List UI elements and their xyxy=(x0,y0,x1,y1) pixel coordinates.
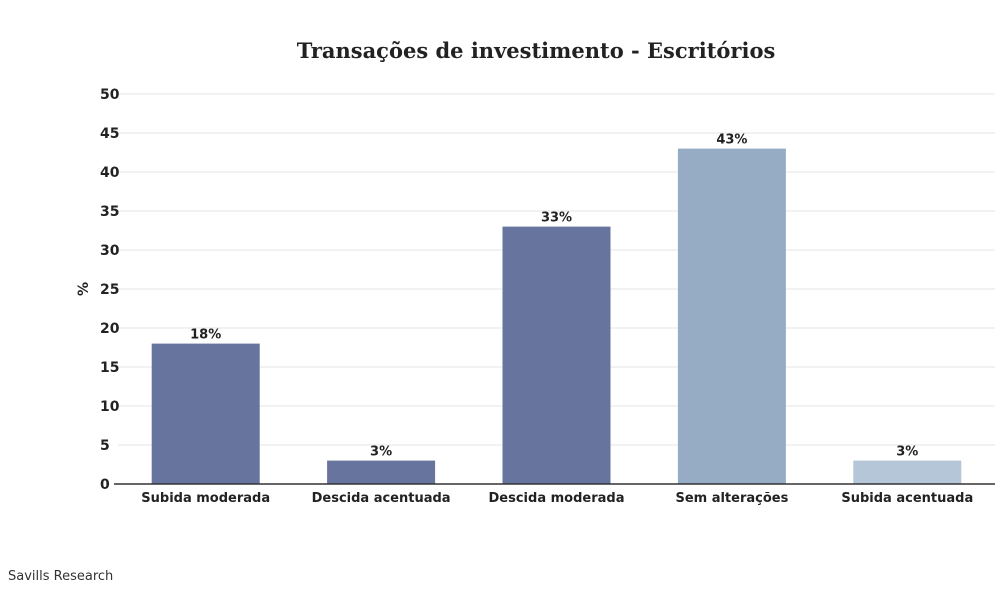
x-category-label: Subida moderada xyxy=(141,491,270,506)
bar xyxy=(327,460,436,484)
x-category-label: Descida moderada xyxy=(489,491,625,506)
bars xyxy=(151,148,962,484)
bar xyxy=(853,460,962,484)
data-labels: 18% 3% 33% 43% 3% xyxy=(190,133,918,460)
y-axis-ticks: 0 5 10 15 20 25 30 35 40 45 50 xyxy=(100,87,120,493)
data-label: 43% xyxy=(716,133,747,148)
data-label: 33% xyxy=(541,211,572,226)
y-tick-label: 5 xyxy=(100,438,110,454)
y-axis-title: % xyxy=(76,282,92,296)
bar xyxy=(151,343,260,484)
data-label: 3% xyxy=(370,445,392,460)
y-tick-label: 40 xyxy=(100,165,120,181)
x-category-label: Subida acentuada xyxy=(841,491,973,506)
x-category-label: Descida acentuada xyxy=(312,491,451,506)
bar xyxy=(502,226,611,484)
y-tick-label: 35 xyxy=(100,204,119,220)
y-tick-label: 0 xyxy=(100,477,110,493)
x-category-label: Sem alterações xyxy=(675,491,788,506)
y-tick-label: 20 xyxy=(100,321,120,337)
data-label: 3% xyxy=(896,445,918,460)
bar xyxy=(677,148,786,484)
y-tick-label: 45 xyxy=(100,126,119,142)
y-tick-label: 50 xyxy=(100,87,120,103)
y-tick-label: 30 xyxy=(100,243,120,259)
chart-title: Transações de investimento - Escritórios xyxy=(296,38,776,63)
y-tick-label: 15 xyxy=(100,360,119,376)
source-note: Savills Research xyxy=(8,569,114,584)
x-axis-categories: Subida moderada Descida acentuada Descida … xyxy=(141,491,973,506)
y-tick-label: 10 xyxy=(100,399,120,415)
data-label: 18% xyxy=(190,328,221,343)
y-tick-label: 25 xyxy=(100,282,119,298)
